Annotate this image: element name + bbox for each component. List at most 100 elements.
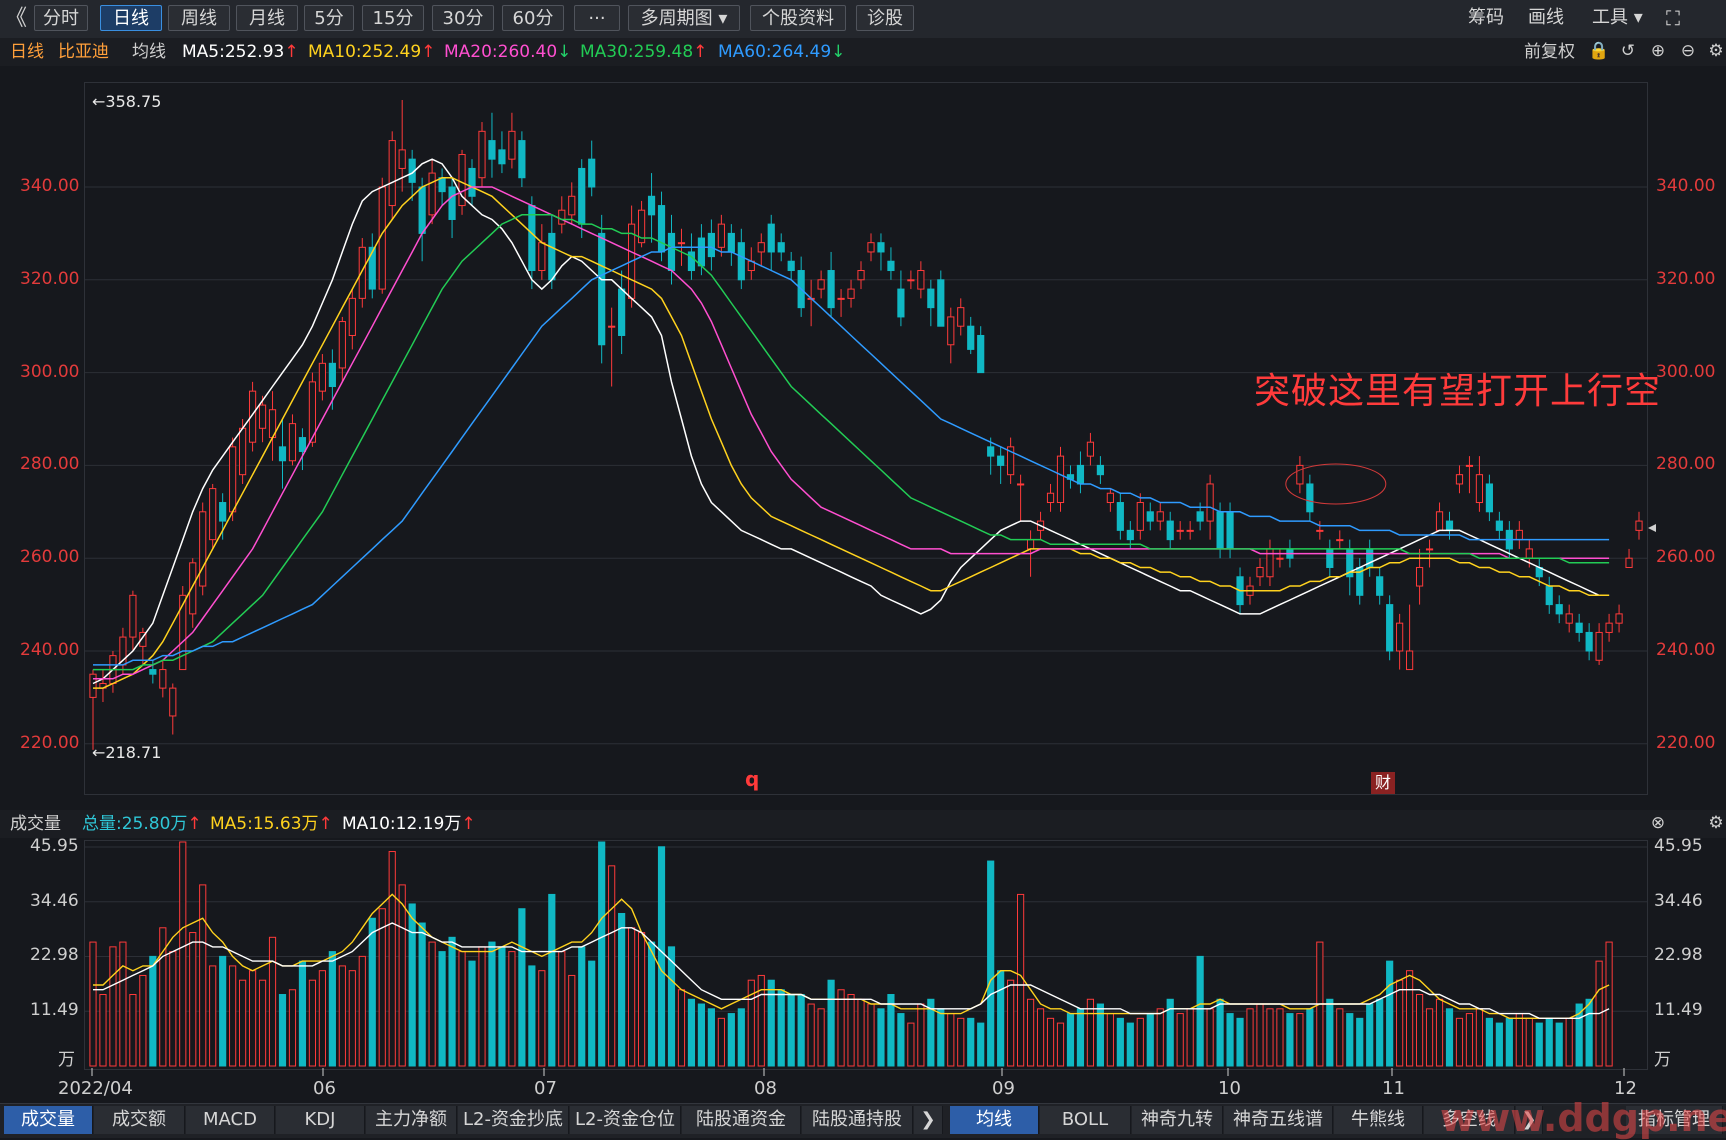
more-periods-button[interactable]: ··· [574,5,620,31]
tab-kdj[interactable]: KDJ [276,1106,365,1134]
price-adjust-label[interactable]: 前复权 [1524,42,1575,62]
candlestick-chart[interactable] [0,0,1726,810]
candle-up [1465,464,1474,467]
candle-up [1415,566,1424,587]
settings-gear-icon[interactable]: ⚙ [1708,41,1724,61]
candle-down [518,140,526,179]
volume-bar-up [1246,1008,1254,1067]
chips-button[interactable]: 筹码 [1468,7,1504,28]
stock-name[interactable]: 比亚迪 [58,42,109,62]
collapse-left-icon[interactable]: 《 [4,6,27,31]
volume-chart[interactable] [0,0,1726,1100]
undo-icon[interactable]: ↺ [1620,41,1636,61]
tab-daily[interactable]: 日线 [100,5,162,31]
volume-settings-icon[interactable]: ⚙ [1708,813,1724,833]
volume-bar-up [248,970,257,1067]
lock-icon[interactable]: 🔒 [1588,41,1610,61]
candle-up [947,316,955,346]
x-label-06: 06 [313,1078,336,1099]
volume-bar-up [1046,1017,1055,1067]
tab-macd[interactable]: MACD [186,1106,275,1134]
tab-hk-connect-fund[interactable]: 陆股通资金 [682,1106,801,1134]
candle-down [278,446,287,462]
scroll-left-tabs-icon[interactable]: ❯ [914,1106,943,1134]
close-panel-icon[interactable]: ⊗ [1650,813,1666,833]
price-chart-frame [84,82,1648,795]
volume-bar-down [518,908,526,1067]
tab-ma[interactable]: 均线 [950,1106,1039,1134]
finance-report-marker[interactable]: 财 [1371,772,1395,794]
volume-bar-up [1106,1013,1114,1067]
candle-down [149,669,157,675]
volume-bar-up [1425,1008,1434,1067]
ma5-value: MA5:252.93↑ [182,42,299,62]
candle-down [219,502,227,522]
volume-bar-up [358,955,366,1067]
tools-dropdown[interactable]: 工具 ▾ [1592,7,1643,28]
tab-monthly[interactable]: 月线 [236,5,298,31]
tab-30min[interactable]: 30分 [432,5,494,31]
tab-60min[interactable]: 60分 [502,5,564,31]
tab-bull-bear[interactable]: 牛熊线 [1334,1106,1423,1134]
candle-down [498,149,506,165]
tab-turnover[interactable]: 成交额 [94,1106,185,1134]
volume-bar-down [1555,1022,1563,1067]
candle-up [837,297,845,300]
volume-bar-down [578,946,586,1067]
tab-magic-five[interactable]: 神奇五线谱 [1224,1106,1333,1134]
volume-bar-down [298,960,307,1067]
tab-long-short[interactable]: 多空线 [1424,1106,1515,1134]
diagnose-button[interactable]: 诊股 [856,5,914,31]
volume-title[interactable]: 成交量 [10,814,61,834]
candle-up [318,362,326,392]
zoom-out-icon[interactable]: ⊖ [1680,41,1696,61]
tab-boll[interactable]: BOLL [1040,1106,1131,1134]
volume-bar-up [99,994,107,1067]
volume-bar-up [388,851,396,1067]
zoom-in-icon[interactable]: ⊕ [1650,41,1666,61]
volume-bar-up [428,941,436,1067]
tab-volume[interactable]: 成交量 [4,1106,93,1134]
tab-5min[interactable]: 5分 [304,5,354,31]
candle-down [777,242,785,253]
tab-l2-bottom[interactable]: L2-资金抄底 [458,1106,569,1134]
volume-bar-down [997,970,1005,1067]
candle-down [1306,483,1314,513]
event-marker-q[interactable]: q [745,767,760,791]
volume-bar-down [927,998,935,1067]
tab-hk-connect-hold[interactable]: 陆股通持股 [802,1106,913,1134]
volume-ma10-line [93,922,1610,1019]
volume-bar-down [967,1017,975,1067]
volume-bar-up [1176,1013,1184,1067]
draw-line-button[interactable]: 画线 [1528,7,1564,28]
tab-weekly[interactable]: 周线 [168,5,230,31]
volume-axis-right-label: 34.46 [1654,890,1703,911]
multi-period-dropdown[interactable]: 多周期图 ▾ [628,5,740,31]
candle-down [368,246,376,290]
price-axis-left-label: 280.00 [20,454,80,475]
volume-chart-frame [84,840,1648,1070]
volume-bar-down [1196,955,1204,1067]
tab-main-net[interactable]: 主力净额 [366,1106,457,1134]
candle-up [258,404,267,429]
volume-bar-up [318,970,326,1067]
volume-bar-down [937,1008,945,1067]
volume-unit-right: 万 [1654,1050,1671,1070]
candle-down [298,437,307,452]
scroll-right-tabs-icon[interactable]: ❯ [1516,1106,1543,1134]
tab-15min[interactable]: 15分 [362,5,424,31]
tab-intraday[interactable]: 分时 [34,5,88,31]
volume-bar-down [1096,1003,1104,1067]
candle-up [1455,474,1464,485]
ma-title[interactable]: 均线 [132,42,166,62]
tab-l2-position[interactable]: L2-资金仓位 [570,1106,681,1134]
volume-bar-down [1356,1017,1364,1067]
indicator-manage-button[interactable]: 指标管理 [1626,1106,1723,1134]
price-axis-left-label: 240.00 [20,640,80,660]
tab-magic-nine[interactable]: 神奇九转 [1132,1106,1223,1134]
fullscreen-icon[interactable]: ⛶ [1666,6,1680,30]
volume-bar-up [817,1008,825,1067]
volume-bar-up [1276,1008,1284,1067]
volume-bar-down [488,941,496,1067]
stock-profile-button[interactable]: 个股资料 [750,5,846,31]
